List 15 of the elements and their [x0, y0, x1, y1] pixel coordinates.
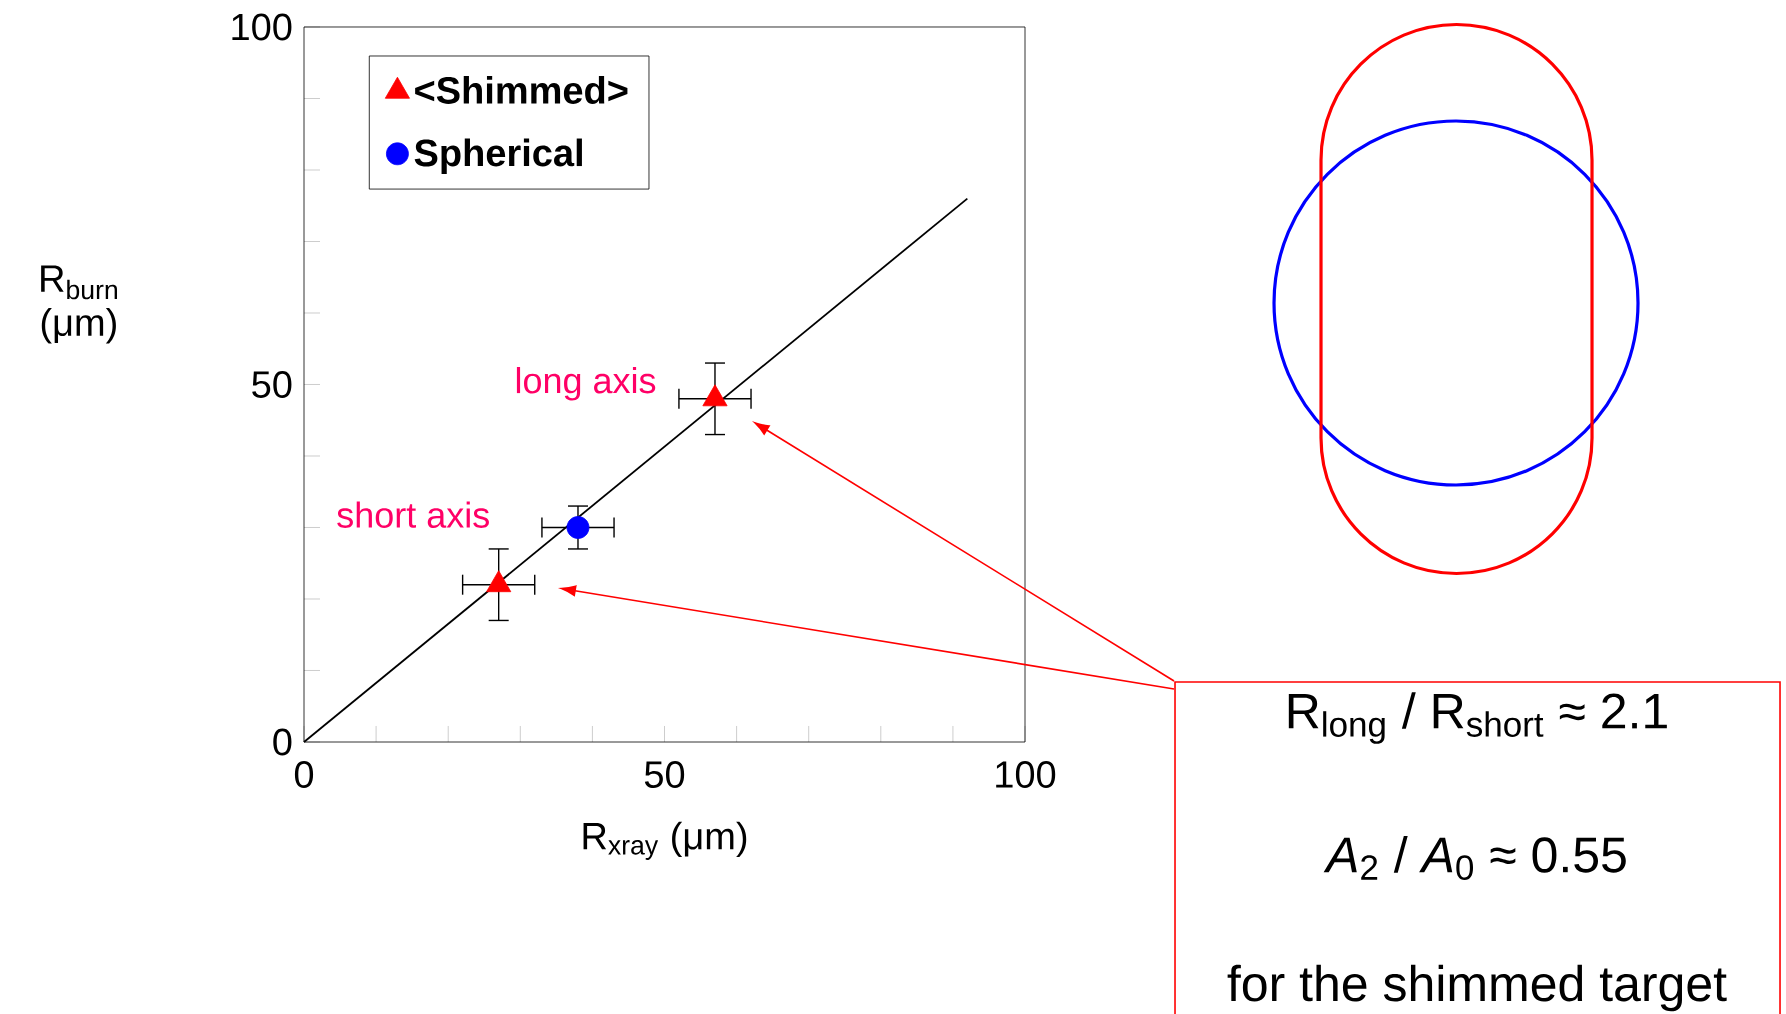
text: R$_{long}$ / R$_{short}$ ≈ 2.1 — [1288, 692, 1667, 744]
y-tick-label: 0 — [273, 728, 292, 756]
text: for the shimmed target — [1227, 964, 1727, 1012]
y-tick-label: 100 — [232, 13, 292, 41]
x-tick-label: 0 — [294, 761, 314, 788]
text: A$_{2}$ / A$_{0}$ ≈ 0.55 — [1323, 835, 1626, 881]
x-tick-label: 50 — [644, 761, 685, 788]
x-axis-title: R$_{xray}$ (μm) — [583, 821, 747, 860]
x-tick-label: 100 — [996, 761, 1056, 788]
legend-label: <Shimmed> — [415, 75, 628, 104]
annotation: short axis — [337, 501, 489, 528]
y-axis-title: R$_{burn}$ (μm) — [41, 265, 117, 344]
legend-label: Spherical — [414, 138, 582, 174]
annotation: long axis — [516, 367, 656, 401]
y-tick-label: 50 — [252, 371, 292, 398]
